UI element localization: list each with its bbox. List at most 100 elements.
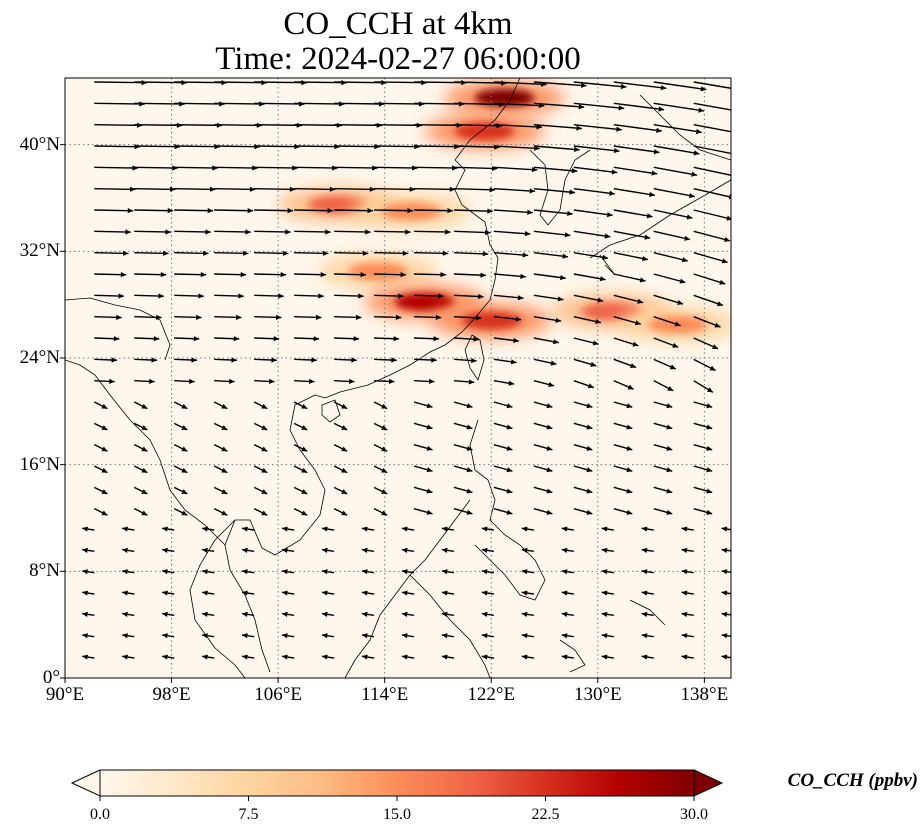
wind-arrow-head [506,488,513,494]
wind-arrow-head [289,186,296,192]
wind-arrow-head [632,341,639,347]
wind-arrow-shaft [613,166,658,175]
wind-arrow-head [321,611,328,617]
wind-arrow-head [491,165,498,172]
wind-arrow-head [141,510,148,516]
wind-arrow-head [641,526,648,532]
wind-arrow-head [724,236,731,243]
wind-arrow-head [473,336,479,342]
wind-arrow-head [122,526,128,532]
wind-arrow-head [441,590,448,596]
wind-arrow-head [353,336,360,342]
wind-arrow-shaft [214,251,249,255]
wind-arrow-head [693,150,700,156]
wind-arrow-head [282,250,289,256]
wind-arrow-head [721,258,728,264]
wind-arrow-head [273,336,280,342]
wind-arrow-head [401,526,408,532]
wind-arrow-head [546,424,553,430]
wind-arrow-head [601,547,608,553]
wind-arrow-head [681,569,688,575]
wind-arrow-head [681,590,688,596]
wind-arrow-head [719,279,726,285]
wind-arrow-head [361,547,368,553]
wind-vectors [82,80,731,660]
wind-arrow-head [506,424,513,430]
wind-arrow-head [666,424,673,430]
wind-arrow-shaft [493,230,531,235]
wind-arrow-head [562,253,569,259]
wind-arrow-shaft [533,251,569,258]
wind-arrow-head [609,190,615,196]
wind-arrow-head [280,272,287,278]
wind-arrow-head [679,278,686,284]
wind-arrow-head [426,445,433,451]
wind-arrow-head [667,385,674,391]
wind-arrow-shaft [693,123,731,133]
wind-arrow-head [160,272,167,278]
wind-arrow-head [281,611,288,617]
wind-arrow-shaft [573,251,609,259]
wind-arrow-head [521,633,528,639]
wind-arrow-shaft [613,187,655,196]
wind-arrow-head [388,378,395,384]
wind-arrow-head [521,590,528,596]
wind-arrow-shaft [533,81,587,87]
wind-arrow-shaft [334,209,373,212]
coastline-borneo [344,574,491,678]
wind-arrow-shaft [134,166,178,169]
wind-arrow-head [489,187,496,193]
wind-arrow-head [361,654,368,660]
wind-arrow-head [672,342,679,348]
wind-arrow-head [620,83,627,90]
wind-arrow-head [428,378,435,384]
wind-arrow-head [524,231,531,237]
wind-arrow-head [721,633,728,639]
wind-arrow-head [162,633,168,639]
wind-arrow-head [247,208,254,214]
wind-arrow-head [426,403,433,409]
wind-arrow-head [242,569,248,575]
wind-arrow-head [546,509,553,515]
wind-arrow-head [149,378,155,384]
wind-arrow-head [202,569,208,575]
wind-arrow-shaft [94,166,138,169]
wind-arrow-head [361,590,368,596]
wind-arrow-head [441,633,448,639]
wind-arrow-head [365,229,371,235]
wind-arrow-head [641,569,648,575]
wind-arrow-head [651,170,658,176]
lon-tick-label: 122°E [467,684,516,705]
wind-arrow-head [221,467,228,473]
wind-arrow-shaft [334,145,380,148]
coastline-bay-of-bengal [65,297,171,361]
wind-arrow-head [666,403,673,409]
wind-arrow-head [481,526,488,532]
wind-arrow-head [531,166,538,173]
wind-arrow-head [716,301,723,307]
wind-arrow-shaft [573,81,627,88]
wind-arrow-head [681,611,688,617]
wind-arrow-head [221,425,228,430]
wind-arrow-head [322,250,329,256]
wind-arrow-head [595,318,601,325]
wind-arrow-head [580,82,587,88]
wind-arrow-shaft [374,251,409,255]
wind-arrow-head [181,489,188,494]
wind-arrow-head [721,526,728,532]
wind-arrow-head [601,526,608,532]
wind-arrow-head [261,403,268,409]
wind-arrow-head [586,509,593,515]
wind-arrow-shaft [334,251,369,255]
wind-arrow-head [122,633,128,639]
wind-arrow-shaft [453,166,498,170]
wind-arrow-shaft [174,230,211,233]
wind-arrow-head [261,467,268,473]
wind-arrow-shaft [653,251,688,262]
wind-arrow-shaft [94,251,129,255]
wind-arrow-shaft [653,187,695,198]
wind-arrow-head [141,467,148,473]
coastline-sulawesi-newguinea [559,599,666,673]
wind-arrow-head [641,547,648,553]
wind-arrow-shaft [533,187,576,194]
